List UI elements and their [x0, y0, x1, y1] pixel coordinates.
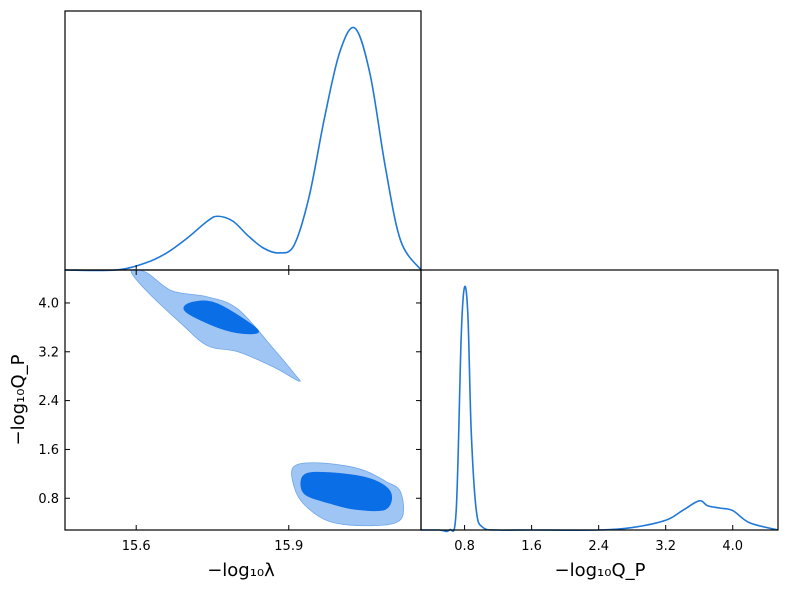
x-tick-label-2: 2.4: [588, 539, 609, 554]
marginal-qp-curve: [420, 285, 779, 533]
x-tick-label-1: 1.6: [521, 539, 542, 554]
x-tick-label-3: 3.2: [655, 539, 676, 554]
panel-marginal-qp: 0.8 1.6 2.4 3.2 4.0: [420, 269, 779, 554]
y-tick-label-3: 1.6: [38, 443, 59, 458]
y-tick-label-4: 0.8: [38, 492, 59, 507]
y-axis-label-qp: −log₁₀Q_P: [8, 354, 29, 445]
x-tick-label-0: 15.6: [122, 539, 151, 554]
x-axis-label-lambda: −log₁₀λ: [207, 560, 275, 581]
x-axis-label-qp: −log₁₀Q_P: [555, 560, 646, 581]
panel-marginal-lambda: [64, 10, 422, 272]
y-tick-label-0: 4.0: [38, 296, 59, 311]
panel-joint-contour: 15.6 15.9 4.0 3.2 2.4 1.6 0.8: [38, 269, 422, 554]
contour-inner-3: [300, 471, 393, 512]
x-tick-label-1: 15.9: [274, 539, 303, 554]
contour-inner-1: [183, 300, 260, 335]
y-tick-label-1: 3.2: [38, 345, 59, 360]
marginal-lambda-curve: [64, 26, 422, 272]
x-tick-label-0: 0.8: [454, 539, 475, 554]
y-tick-label-2: 2.4: [38, 394, 59, 409]
panel-frame: [420, 269, 779, 531]
x-tick-label-4: 4.0: [722, 539, 743, 554]
